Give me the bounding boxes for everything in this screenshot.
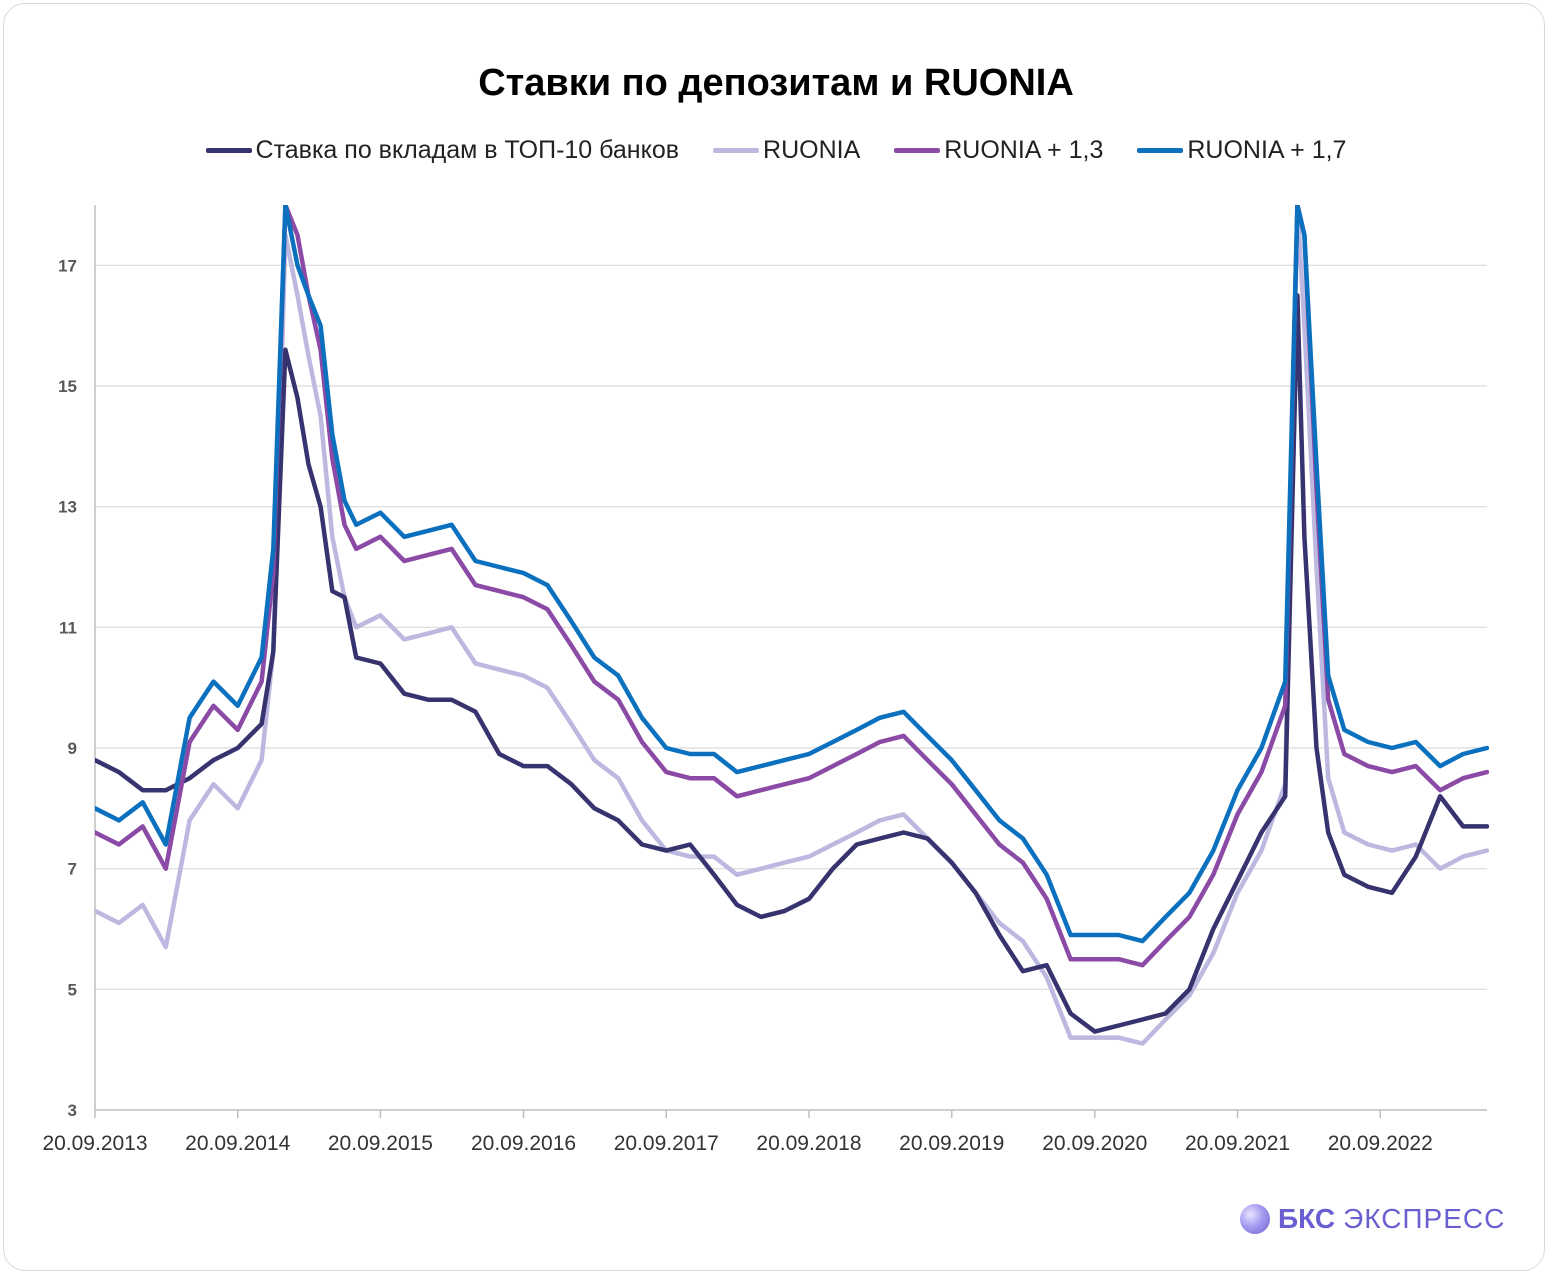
x-tick-label-2: 20.09.2015 [328, 1132, 433, 1155]
legend-label-deposit-rate: Ставка по вкладам в ТОП-10 банков [255, 136, 680, 164]
x-tick-label-6: 20.09.2019 [899, 1132, 1004, 1155]
legend-swatch-ruonia-plus-1-7 [1137, 148, 1184, 153]
legend-item-ruonia-plus-1-3: RUONIA + 1,3 [894, 136, 1103, 165]
brand-name: БКС [1278, 1203, 1336, 1234]
y-tick-label-9: 9 [68, 739, 77, 758]
y-tick-label-3: 3 [68, 1101, 77, 1120]
legend-swatch-ruonia [713, 148, 760, 153]
legend-label-ruonia-plus-1-7: RUONIA + 1,7 [1187, 136, 1347, 164]
series-line-deposit-rate [95, 293, 1489, 1034]
y-tick-label-7: 7 [68, 860, 77, 879]
chart-title: Ставки по депозитам и RUONIA [478, 62, 1074, 104]
y-tick-label-13: 13 [58, 498, 77, 517]
y-tick-label-15: 15 [58, 377, 77, 396]
legend-item-deposit-rate: Ставка по вкладам в ТОП-10 банков [205, 136, 680, 165]
legend-label-ruonia-plus-1-3: RUONIA + 1,3 [944, 136, 1104, 164]
legend-swatch-ruonia-plus-1-3 [894, 148, 941, 153]
x-tick-label-1: 20.09.2014 [185, 1132, 290, 1155]
y-tick-label-17: 17 [58, 256, 77, 275]
brand-logo-icon [1240, 1204, 1270, 1234]
legend-label-ruonia: RUONIA [763, 136, 861, 164]
x-tick-label-5: 20.09.2018 [756, 1132, 861, 1155]
legend-swatch-deposit-rate [205, 148, 252, 153]
brand-mark: БКС ЭКСПРЕСС [1240, 1203, 1505, 1235]
legend-item-ruonia-plus-1-7: RUONIA + 1,7 [1137, 136, 1346, 165]
y-tick-label-11: 11 [59, 618, 77, 637]
series-line-ruonia-plus-1-7 [95, 205, 1489, 944]
x-tick-label-7: 20.09.2020 [1042, 1132, 1147, 1155]
x-tick-label-8: 20.09.2021 [1185, 1132, 1290, 1155]
x-tick-label-0: 20.09.2013 [42, 1132, 147, 1155]
x-tick-label-9: 20.09.2022 [1328, 1132, 1433, 1155]
series-line-ruonia [95, 205, 1489, 1046]
chart-legend: Ставка по вкладам в ТОП-10 банков RUONIA… [0, 136, 1552, 165]
y-tick-label-5: 5 [68, 980, 77, 999]
brand-tagline: ЭКСПРЕСС [1343, 1203, 1506, 1234]
x-tick-label-4: 20.09.2017 [614, 1132, 719, 1155]
legend-item-ruonia: RUONIA [713, 136, 860, 165]
x-tick-label-3: 20.09.2016 [471, 1132, 576, 1155]
